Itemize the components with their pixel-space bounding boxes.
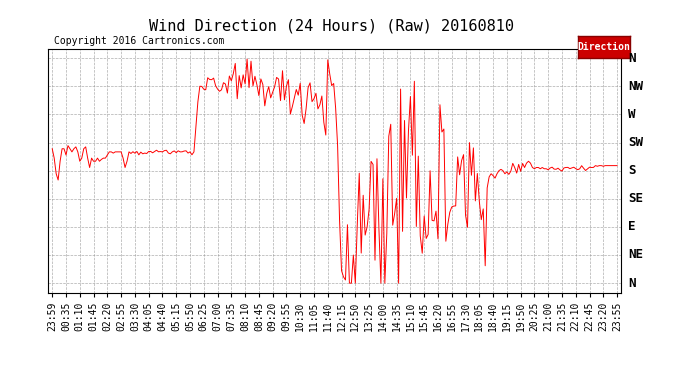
Text: Copyright 2016 Cartronics.com: Copyright 2016 Cartronics.com <box>54 36 224 46</box>
Text: N: N <box>628 277 635 290</box>
Text: Direction: Direction <box>578 42 631 52</box>
Text: E: E <box>628 220 635 233</box>
Text: NW: NW <box>628 80 643 93</box>
Text: Wind Direction (24 Hours) (Raw) 20160810: Wind Direction (24 Hours) (Raw) 20160810 <box>149 19 513 34</box>
Text: N: N <box>628 52 635 64</box>
Text: S: S <box>628 164 635 177</box>
Text: SW: SW <box>628 136 643 149</box>
Text: SE: SE <box>628 192 643 205</box>
Text: W: W <box>628 108 635 121</box>
Text: NE: NE <box>628 249 643 261</box>
